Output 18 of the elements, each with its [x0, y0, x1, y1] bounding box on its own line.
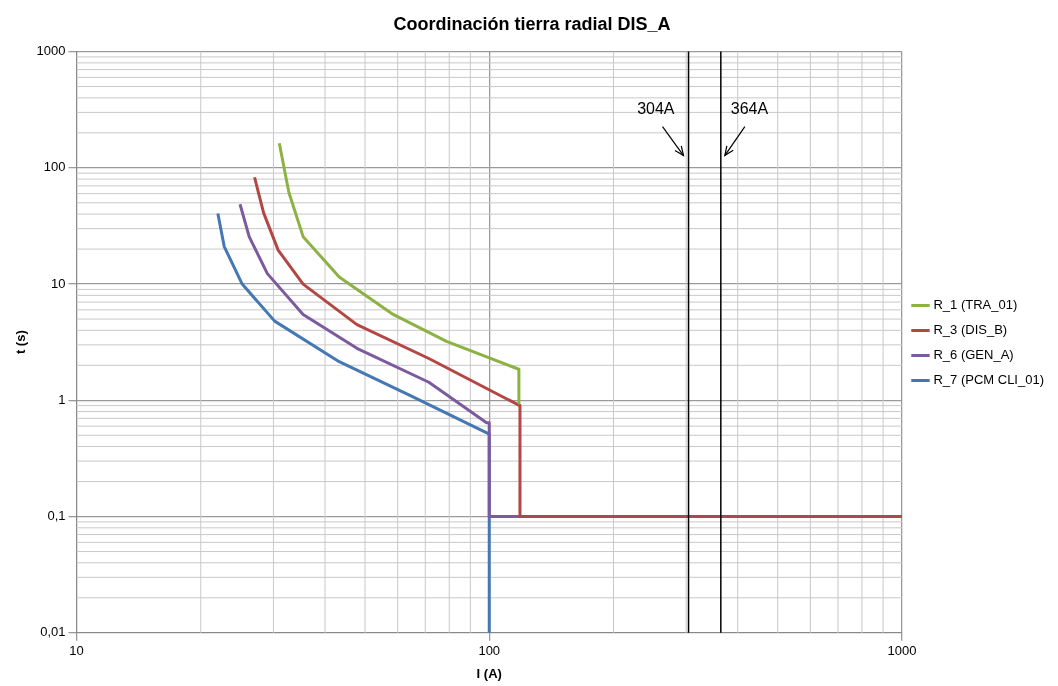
y-tick-label: 10 — [51, 275, 66, 291]
y-tick-label: 0,01 — [40, 624, 66, 640]
y-tick-label: 1000 — [36, 43, 66, 59]
legend-label: R_1 (TRA_01) — [933, 297, 1018, 313]
ref-line-label: 364A — [730, 100, 769, 118]
y-tick-label: 1 — [58, 391, 66, 407]
x-tick-label: 1000 — [887, 643, 917, 659]
x-tick-label: 100 — [478, 643, 501, 659]
y-axis-title: t (s) — [13, 330, 29, 355]
legend-label: R_7 (PCM CLI_01) — [933, 372, 1045, 388]
y-tick-label: 100 — [43, 159, 66, 175]
chart-title: Coordinación tierra radial DIS_A — [393, 13, 671, 34]
ref-line-label: 304A — [637, 100, 675, 118]
legend-label: R_3 (DIS_B) — [933, 322, 1008, 338]
legend-label: R_6 (GEN_A) — [933, 347, 1014, 363]
y-tick-label: 0,1 — [47, 508, 66, 524]
x-tick-label: 10 — [69, 643, 84, 659]
x-axis-title: I (A) — [476, 665, 502, 681]
